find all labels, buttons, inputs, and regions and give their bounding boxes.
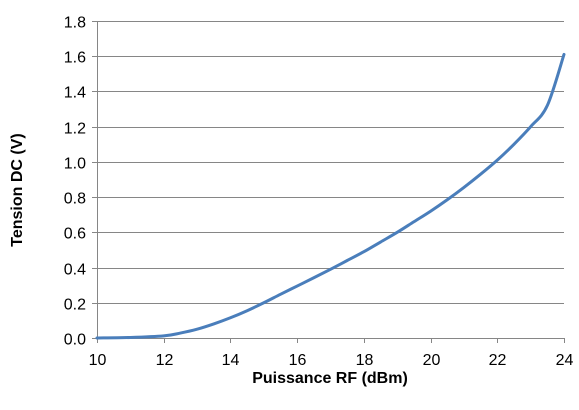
y-tick-label: 0.8 xyxy=(64,191,86,208)
y-tick-label: 1.8 xyxy=(64,15,86,32)
axes xyxy=(97,21,564,339)
gridlines xyxy=(97,21,564,304)
x-tick-label: 24 xyxy=(556,352,574,369)
x-tick-label: 10 xyxy=(89,352,107,369)
x-tick-label: 20 xyxy=(423,352,441,369)
y-tick-label: 0.2 xyxy=(64,297,86,314)
x-axis-ticks: 10 12 14 16 18 20 22 24 xyxy=(89,338,574,369)
x-tick-label: 14 xyxy=(222,352,240,369)
y-tick-label: 0.6 xyxy=(64,226,86,243)
y-tick-label: 0.0 xyxy=(64,332,86,349)
y-axis-ticks: 0.0 0.2 0.4 0.6 0.8 1.0 1.2 1.4 1.6 1.8 xyxy=(64,15,97,349)
y-tick-label: 1.2 xyxy=(64,121,86,138)
series-group xyxy=(95,52,566,340)
y-tick-label: 1.4 xyxy=(64,85,86,102)
x-tick-label: 12 xyxy=(156,352,174,369)
y-tick-label: 0.4 xyxy=(64,262,86,279)
x-tick-label: 22 xyxy=(489,352,507,369)
x-tick-label: 18 xyxy=(356,352,374,369)
x-axis-title: Puissance RF (dBm) xyxy=(252,370,408,387)
series-line xyxy=(95,52,566,340)
y-tick-label: 1.0 xyxy=(64,156,86,173)
x-tick-label: 16 xyxy=(289,352,307,369)
y-axis-title: Tension DC (V) xyxy=(9,133,26,246)
y-tick-label: 1.6 xyxy=(64,50,86,67)
